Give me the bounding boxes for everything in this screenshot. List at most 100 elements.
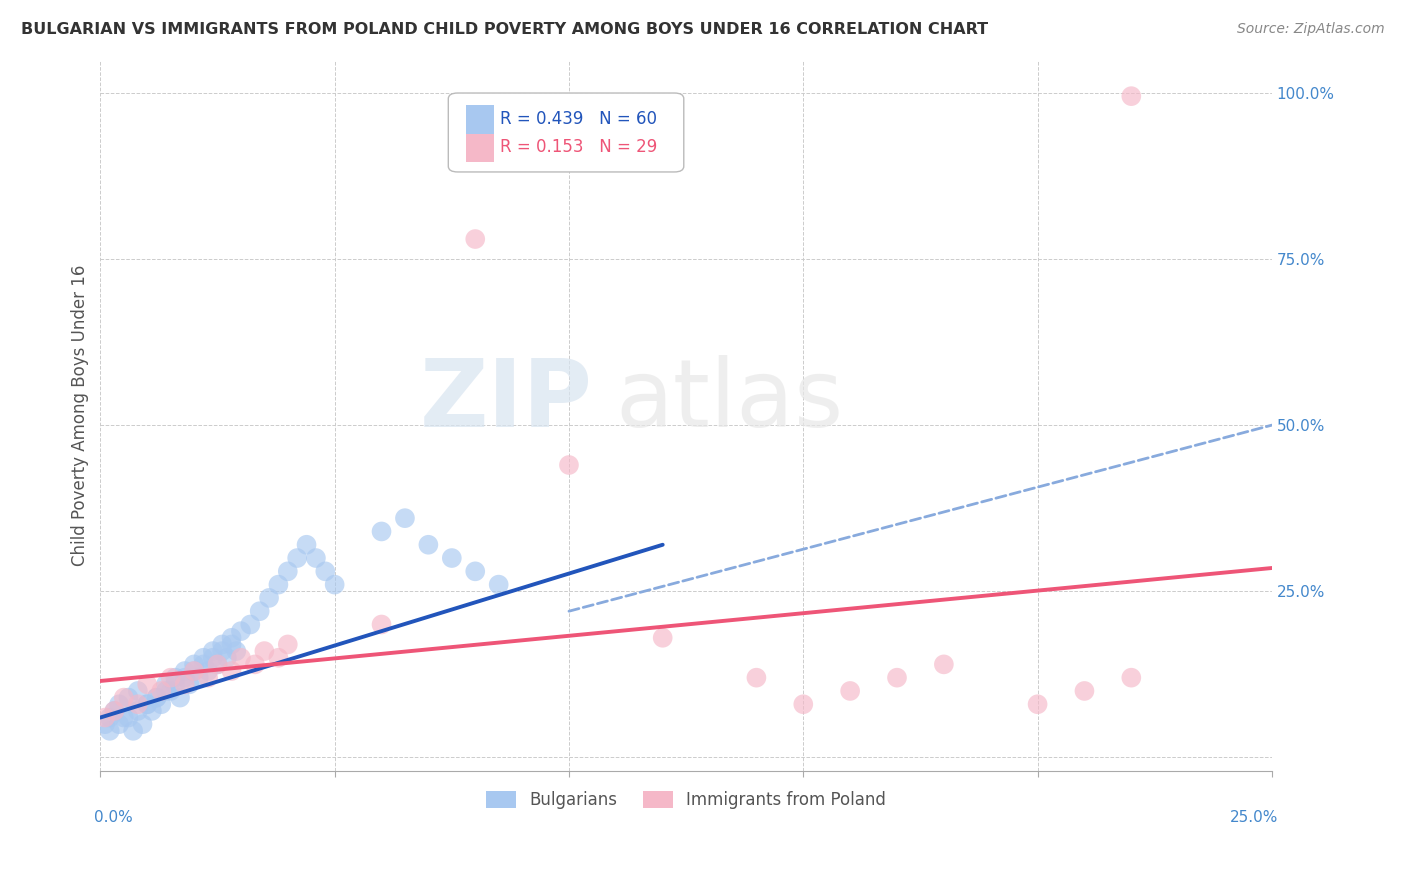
Point bbox=[173, 677, 195, 691]
Point bbox=[394, 511, 416, 525]
Point bbox=[94, 717, 117, 731]
Point bbox=[193, 650, 215, 665]
Point bbox=[108, 698, 131, 712]
Point bbox=[165, 677, 187, 691]
Point bbox=[122, 723, 145, 738]
Point bbox=[112, 710, 135, 724]
Point bbox=[221, 664, 243, 678]
Point bbox=[159, 684, 181, 698]
Text: 25.0%: 25.0% bbox=[1229, 810, 1278, 825]
FancyBboxPatch shape bbox=[465, 105, 494, 134]
Text: R = 0.153   N = 29: R = 0.153 N = 29 bbox=[501, 138, 657, 156]
Point bbox=[112, 690, 135, 705]
Point bbox=[932, 657, 955, 672]
Point bbox=[136, 677, 159, 691]
Point bbox=[127, 684, 149, 698]
Point bbox=[745, 671, 768, 685]
Point bbox=[150, 698, 173, 712]
Point bbox=[253, 644, 276, 658]
Point bbox=[211, 637, 233, 651]
Point bbox=[145, 690, 167, 705]
Point bbox=[215, 650, 238, 665]
Point bbox=[179, 677, 201, 691]
Point bbox=[464, 232, 486, 246]
Point bbox=[187, 671, 209, 685]
Point bbox=[295, 538, 318, 552]
Point bbox=[285, 551, 308, 566]
Point bbox=[193, 657, 215, 672]
Point bbox=[141, 704, 163, 718]
Point bbox=[211, 644, 233, 658]
Point bbox=[267, 577, 290, 591]
Point bbox=[277, 637, 299, 651]
Point bbox=[183, 657, 205, 672]
Point bbox=[155, 684, 177, 698]
Text: Source: ZipAtlas.com: Source: ZipAtlas.com bbox=[1237, 22, 1385, 37]
Point bbox=[201, 644, 224, 658]
Point bbox=[136, 698, 159, 712]
Point bbox=[131, 717, 153, 731]
Point bbox=[169, 690, 191, 705]
Point bbox=[173, 671, 195, 685]
Point bbox=[201, 650, 224, 665]
Point bbox=[150, 684, 173, 698]
Point bbox=[221, 637, 243, 651]
Point bbox=[229, 624, 252, 639]
Point bbox=[243, 657, 266, 672]
Text: atlas: atlas bbox=[616, 355, 844, 447]
Point bbox=[239, 617, 262, 632]
Point bbox=[173, 664, 195, 678]
Point bbox=[314, 565, 336, 579]
Point bbox=[249, 604, 271, 618]
Point bbox=[839, 684, 862, 698]
Point bbox=[183, 664, 205, 678]
Point bbox=[1121, 671, 1143, 685]
Point bbox=[418, 538, 440, 552]
FancyBboxPatch shape bbox=[449, 93, 683, 172]
FancyBboxPatch shape bbox=[465, 134, 494, 162]
Point bbox=[117, 690, 139, 705]
Point bbox=[792, 698, 814, 712]
Point bbox=[257, 591, 280, 605]
Point bbox=[323, 577, 346, 591]
Point bbox=[558, 458, 581, 472]
Point bbox=[103, 704, 125, 718]
Point bbox=[183, 664, 205, 678]
Point bbox=[440, 551, 463, 566]
Point bbox=[370, 524, 392, 539]
Point bbox=[159, 671, 181, 685]
Point bbox=[305, 551, 328, 566]
Text: ZIP: ZIP bbox=[419, 355, 592, 447]
Point bbox=[127, 704, 149, 718]
Point bbox=[225, 644, 247, 658]
Point bbox=[1026, 698, 1049, 712]
Point bbox=[267, 650, 290, 665]
Legend: Bulgarians, Immigrants from Poland: Bulgarians, Immigrants from Poland bbox=[479, 784, 893, 815]
Point bbox=[165, 671, 187, 685]
Point bbox=[127, 698, 149, 712]
Point bbox=[94, 710, 117, 724]
Point bbox=[1121, 89, 1143, 103]
Point bbox=[197, 671, 219, 685]
Text: BULGARIAN VS IMMIGRANTS FROM POLAND CHILD POVERTY AMONG BOYS UNDER 16 CORRELATIO: BULGARIAN VS IMMIGRANTS FROM POLAND CHIL… bbox=[21, 22, 988, 37]
Point bbox=[488, 577, 510, 591]
Point bbox=[207, 657, 229, 672]
Point bbox=[229, 650, 252, 665]
Point bbox=[1073, 684, 1095, 698]
Text: R = 0.439   N = 60: R = 0.439 N = 60 bbox=[501, 110, 657, 128]
Point bbox=[103, 704, 125, 718]
Point bbox=[136, 698, 159, 712]
Text: 0.0%: 0.0% bbox=[94, 810, 134, 825]
Point bbox=[207, 657, 229, 672]
Point bbox=[145, 690, 167, 705]
Point bbox=[108, 717, 131, 731]
Point bbox=[155, 677, 177, 691]
Point bbox=[464, 565, 486, 579]
Y-axis label: Child Poverty Among Boys Under 16: Child Poverty Among Boys Under 16 bbox=[72, 264, 89, 566]
Point bbox=[98, 723, 121, 738]
Point bbox=[98, 710, 121, 724]
Point bbox=[221, 631, 243, 645]
Point bbox=[117, 710, 139, 724]
Point bbox=[651, 631, 673, 645]
Point bbox=[197, 664, 219, 678]
